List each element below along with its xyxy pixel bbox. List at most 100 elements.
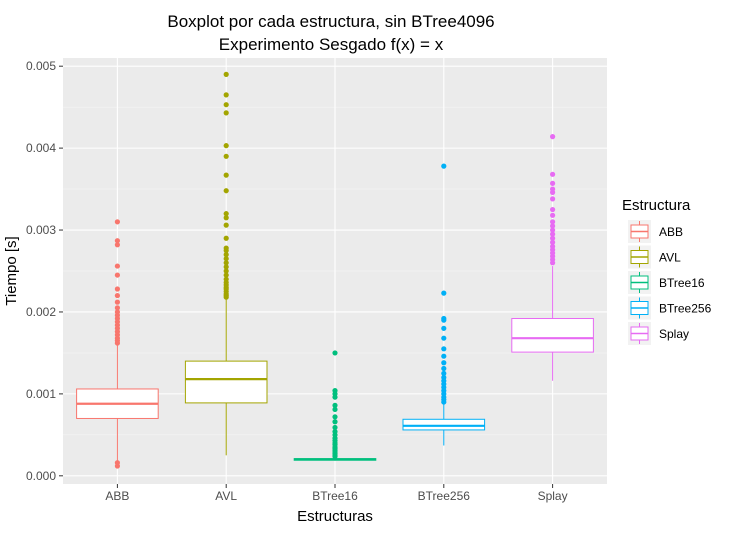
box-btree256: [402, 163, 486, 446]
outlier-point: [332, 350, 338, 356]
box-body: [402, 418, 486, 431]
outlier-point: [332, 406, 338, 413]
outlier-point: [550, 186, 556, 192]
y-tick-label: 0.001: [26, 387, 56, 401]
outlier-point: [223, 256, 229, 262]
outlier-point: [114, 460, 120, 466]
outlier-point: [550, 134, 556, 140]
outlier-point: [550, 171, 556, 177]
outlier-point: [550, 231, 556, 237]
legend: Estructura ABB AVL BTree16 BTree256 Splay: [622, 197, 712, 345]
x-axis-title: Estructuras: [297, 508, 373, 525]
outlier-point: [223, 245, 229, 251]
outlier-point: [550, 206, 556, 213]
legend-label: AVL: [659, 251, 681, 265]
outlier-point: [441, 353, 447, 359]
outlier-point: [223, 268, 229, 274]
y-tick-label: 0.004: [26, 141, 56, 155]
outlier-point: [223, 276, 229, 282]
outlier-point: [441, 360, 447, 366]
outlier-point: [441, 374, 447, 381]
outlier-point: [550, 227, 556, 233]
outlier-point: [332, 424, 338, 431]
legend-label: BTree256: [659, 302, 712, 316]
legend-label: ABB: [659, 225, 683, 239]
legend-item-btree16: BTree16: [628, 271, 705, 294]
y-tick-label: 0.003: [26, 223, 56, 237]
outlier-point: [550, 223, 556, 229]
outlier-point: [550, 180, 556, 186]
chart-subtitle: Experimento Sesgado f(x) = x: [219, 35, 444, 54]
box-btree16: [293, 350, 377, 461]
major-grid: [63, 58, 607, 484]
outlier-point: [114, 305, 120, 311]
outlier-point: [441, 290, 447, 296]
outlier-point: [332, 414, 338, 420]
outlier-point: [114, 292, 120, 299]
outlier-point: [223, 172, 229, 178]
outlier-point: [441, 346, 447, 352]
legend-item-abb: ABB: [628, 220, 683, 243]
legend-title: Estructura: [622, 197, 691, 214]
outlier-point: [223, 143, 229, 149]
outlier-point: [223, 252, 229, 258]
outlier-point: [114, 263, 120, 269]
legend-label: BTree16: [659, 276, 705, 290]
y-tick-label: 0.002: [26, 305, 56, 319]
outlier-point: [223, 92, 229, 98]
outlier-point: [223, 260, 229, 266]
outlier-point: [114, 242, 120, 248]
box-splay: [511, 134, 594, 381]
chart-title: Boxplot por cada estructura, sin BTree40…: [167, 12, 494, 31]
outlier-point: [332, 419, 338, 425]
outlier-point: [332, 402, 338, 408]
x-tick-label: BTree16: [312, 489, 358, 503]
outlier-point: [550, 239, 556, 245]
legend-item-splay: Splay: [628, 322, 689, 345]
legend-item-btree256: BTree256: [628, 296, 712, 320]
x-tick-label: Splay: [538, 489, 568, 503]
outlier-point: [114, 299, 120, 305]
outlier-point: [550, 219, 556, 225]
outlier-point: [441, 325, 447, 331]
box-body: [184, 360, 268, 404]
legend-item-avl: AVL: [628, 245, 681, 269]
outlier-point: [114, 309, 120, 315]
outlier-point: [114, 272, 120, 278]
outlier-point: [223, 215, 229, 221]
y-tick-label: 0.000: [26, 469, 56, 483]
outlier-point: [550, 196, 556, 202]
outlier-point: [223, 222, 229, 228]
outlier-point: [223, 153, 229, 159]
box-abb: [76, 219, 159, 469]
outlier-point: [441, 335, 447, 341]
outlier-point: [441, 370, 447, 377]
x-tick-label: AVL: [215, 489, 237, 503]
outlier-point: [550, 212, 556, 218]
outlier-point: [223, 110, 229, 116]
outlier-point: [223, 71, 229, 77]
outlier-point: [223, 102, 229, 108]
outlier-point: [223, 264, 229, 270]
outlier-point: [223, 188, 229, 194]
outlier-point: [550, 243, 556, 250]
boxes-layer: [76, 71, 594, 469]
box-body: [511, 318, 594, 353]
outlier-point: [441, 365, 447, 372]
outlier-point: [332, 388, 338, 394]
x-tick-label: ABB: [105, 489, 129, 503]
outlier-point: [332, 428, 338, 435]
outlier-point: [223, 211, 229, 217]
outlier-point: [114, 219, 120, 225]
outlier-point: [114, 286, 120, 292]
y-tick-label: 0.005: [26, 59, 56, 73]
y-axis-title: Tiempo [s]: [3, 236, 20, 305]
outlier-point: [223, 235, 229, 241]
outlier-point: [223, 272, 229, 278]
outlier-point: [441, 163, 447, 169]
y-axis-ticks: 0.000 0.001 0.002 0.003 0.004 0.005: [26, 59, 63, 483]
outlier-point: [550, 235, 556, 241]
outlier-point: [114, 238, 120, 244]
legend-label: Splay: [659, 327, 689, 341]
x-axis-ticks: ABB AVL BTree16 BTree256 Splay: [105, 484, 568, 503]
